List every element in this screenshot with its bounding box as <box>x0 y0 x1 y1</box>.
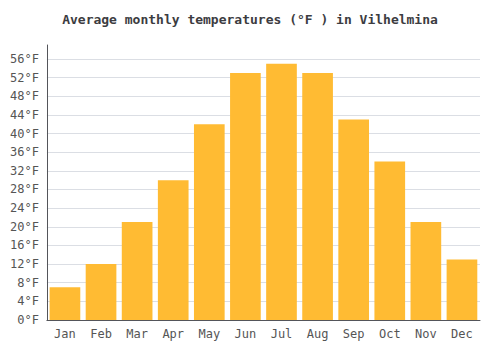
svg-text:Average monthly temperatures (: Average monthly temperatures (°F ) in Vi… <box>62 12 438 27</box>
svg-text:40°F: 40°F <box>10 127 39 141</box>
svg-text:Sep: Sep <box>343 327 365 341</box>
svg-text:Feb: Feb <box>90 327 112 341</box>
svg-text:Jun: Jun <box>235 327 257 341</box>
svg-text:52°F: 52°F <box>10 71 39 85</box>
svg-text:8°F: 8°F <box>17 276 39 290</box>
svg-text:Aug: Aug <box>307 327 329 341</box>
svg-text:32°F: 32°F <box>10 164 39 178</box>
svg-text:Mar: Mar <box>126 327 148 341</box>
svg-text:20°F: 20°F <box>10 220 39 234</box>
svg-text:56°F: 56°F <box>10 52 39 66</box>
svg-text:12°F: 12°F <box>10 257 39 271</box>
svg-text:Jul: Jul <box>271 327 293 341</box>
svg-text:24°F: 24°F <box>10 201 39 215</box>
svg-text:Apr: Apr <box>162 327 184 341</box>
svg-text:4°F: 4°F <box>17 294 39 308</box>
svg-text:28°F: 28°F <box>10 182 39 196</box>
svg-text:Jan: Jan <box>54 327 76 341</box>
svg-text:36°F: 36°F <box>10 145 39 159</box>
svg-text:Oct: Oct <box>379 327 401 341</box>
svg-text:Dec: Dec <box>451 327 473 341</box>
svg-text:48°F: 48°F <box>10 89 39 103</box>
svg-text:16°F: 16°F <box>10 238 39 252</box>
svg-text:0°F: 0°F <box>17 313 39 327</box>
svg-text:Nov: Nov <box>415 327 437 341</box>
svg-text:44°F: 44°F <box>10 108 39 122</box>
svg-text:May: May <box>198 327 220 341</box>
